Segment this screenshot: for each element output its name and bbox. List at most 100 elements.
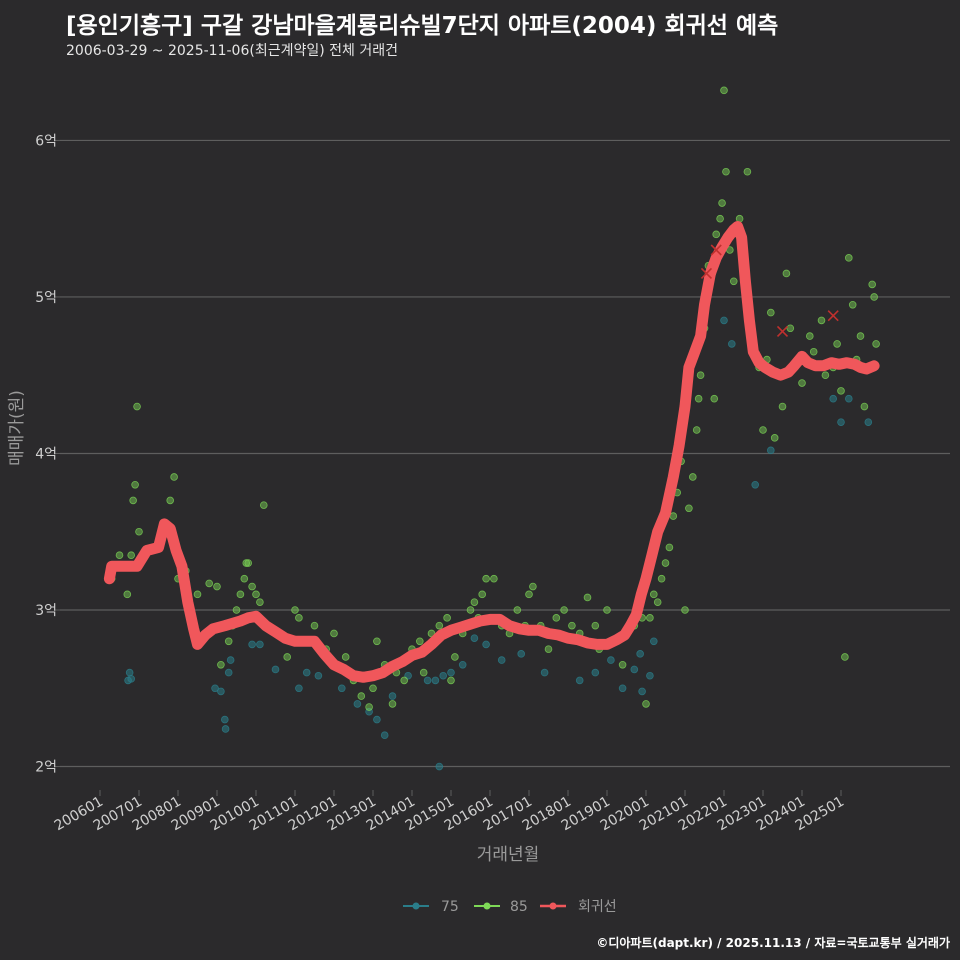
point-85-26 [252, 590, 260, 599]
point-85-115 [759, 426, 767, 434]
legend-item-75[interactable]: 75 [403, 899, 459, 915]
point-85-73 [568, 621, 576, 630]
point-75-30 [497, 656, 506, 664]
point-75-42 [649, 637, 658, 646]
grid-layer [55, 139, 950, 796]
point-85-80 [618, 660, 627, 669]
point-75-19 [380, 731, 389, 740]
point-75-20 [388, 692, 397, 700]
point-85-7 [135, 527, 143, 536]
point-85-35 [310, 621, 319, 630]
point-75-12 [295, 684, 303, 693]
y-tick-label-3: 5억 [35, 290, 57, 306]
point-85-121 [786, 324, 795, 333]
point-75-8 [226, 656, 235, 664]
point-75-38 [630, 665, 639, 674]
x-tick-labels: 2006012007012008012009012010012011012012… [52, 794, 847, 835]
point-85-62 [490, 574, 498, 583]
point-75-34 [575, 676, 584, 685]
legend-dot-85 [483, 902, 491, 910]
point-85-61 [482, 574, 490, 583]
point-85-21 [236, 590, 245, 599]
cancel-mark-3 [827, 310, 839, 322]
point-75-35 [591, 668, 600, 677]
point-85-110 [710, 394, 719, 403]
point-85-96 [688, 473, 697, 481]
point-75-15 [337, 684, 346, 693]
point-75-24 [439, 671, 448, 680]
point-75-31 [517, 650, 525, 658]
point-85-70 [544, 645, 553, 653]
point-85-4 [129, 496, 137, 505]
point-85-42 [369, 684, 377, 693]
chart-subtitle: 2006-03-29 ~ 2025-11-06(최근계약일) 전체 거래건 [66, 43, 398, 59]
y-axis-label: 매매가(원) [7, 390, 27, 466]
point-85-122 [798, 379, 806, 387]
point-75-22 [423, 676, 432, 685]
point-85-15 [205, 579, 214, 588]
point-85-72 [560, 606, 568, 614]
point-85-67 [525, 590, 533, 599]
point-85-68 [529, 582, 537, 591]
legend-dot-regression [549, 902, 557, 910]
point-85-113 [720, 86, 728, 95]
point-85-76 [591, 621, 600, 630]
point-85-40 [357, 692, 366, 700]
point-75-3 [211, 684, 219, 693]
point-75-36 [607, 656, 615, 664]
point-85-136 [868, 280, 876, 289]
point-85-104 [712, 230, 720, 239]
point-85-134 [856, 332, 865, 340]
point-85-52 [435, 621, 444, 630]
y-tick-label-4: 6억 [35, 133, 57, 149]
point-85-41 [365, 703, 373, 711]
point-85-53 [443, 614, 451, 622]
cancel-mark-0 [700, 267, 713, 280]
point-75-11 [271, 665, 280, 674]
point-85-107 [722, 167, 730, 176]
point-85-125 [817, 316, 826, 325]
point-75-26 [447, 668, 455, 677]
point-85-47 [400, 676, 409, 685]
point-75-47 [829, 394, 837, 403]
point-75-14 [314, 671, 323, 680]
point-85-84 [642, 700, 650, 708]
point-75-46 [766, 446, 775, 455]
point-75-40 [636, 650, 644, 658]
point-85-94 [681, 606, 689, 614]
point-85-18 [224, 637, 233, 646]
cancel-mark-2 [776, 325, 789, 337]
point-85-43 [373, 637, 381, 646]
point-75-25 [435, 762, 444, 771]
point-85-71 [552, 614, 561, 622]
legend-label-75: 75 [441, 899, 459, 915]
point-85-28 [259, 501, 268, 509]
point-85-14 [193, 590, 202, 599]
point-85-25 [248, 582, 256, 591]
point-85-97 [692, 426, 701, 434]
point-75-28 [470, 634, 479, 642]
point-75-37 [618, 684, 627, 693]
point-85-33 [295, 614, 303, 622]
point-85-89 [661, 559, 670, 567]
point-75-5 [221, 715, 229, 724]
series-75-points [124, 316, 873, 771]
point-75-9 [248, 640, 256, 649]
point-85-131 [844, 254, 853, 262]
point-85-24 [244, 559, 253, 567]
point-85-16 [213, 582, 221, 591]
point-85-85 [646, 614, 654, 622]
y-tick-label-0: 2억 [35, 760, 57, 776]
point-85-124 [809, 347, 818, 356]
point-85-37 [330, 629, 338, 638]
legend-item-85[interactable]: 85 [474, 899, 528, 915]
point-85-119 [778, 402, 787, 411]
regression-layer [103, 221, 880, 683]
legend-item-regression[interactable]: 회귀선 [540, 899, 617, 915]
point-85-58 [470, 598, 479, 606]
legend-label-regression: 회귀선 [578, 899, 617, 915]
point-85-106 [718, 199, 726, 207]
point-75-4 [217, 687, 225, 696]
regression-line [103, 221, 880, 683]
point-85-117 [766, 308, 775, 317]
